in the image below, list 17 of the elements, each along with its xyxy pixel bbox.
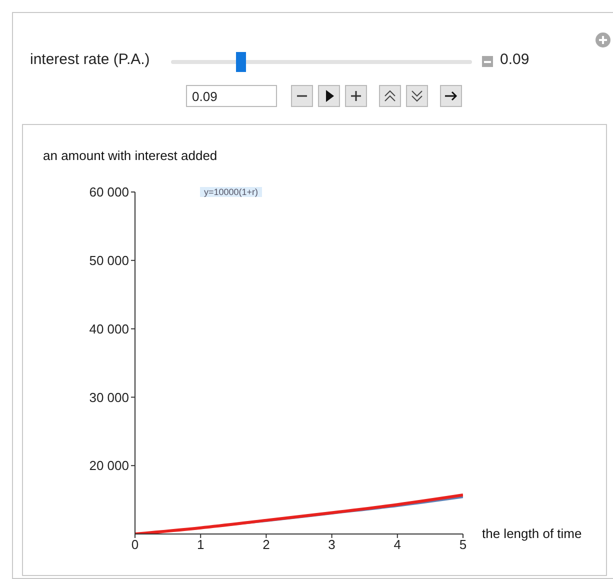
y-tick-label: 40 000	[89, 321, 129, 336]
y-axis-title: an amount with interest added	[43, 148, 218, 163]
y-tick-label: 60 000	[89, 184, 129, 200]
y-tick-label: 50 000	[89, 253, 129, 268]
y-tick-label: 30 000	[89, 390, 129, 405]
x-tick-label: 0	[131, 537, 139, 552]
x-axis-title: the length of time	[482, 526, 582, 541]
x-tick-label: 2	[262, 537, 270, 552]
text: 0.09	[500, 51, 530, 68]
x-tick-label: 1	[196, 537, 204, 552]
text: 0.09	[186, 85, 277, 107]
x-tick-label: 3	[328, 537, 336, 552]
text: interest rate (P.A.)	[30, 51, 150, 68]
y-tick-label: 20 000	[89, 458, 129, 474]
annotation: y=10000(1+r)	[200, 187, 262, 197]
x-tick-label: 5	[459, 537, 467, 552]
x-tick-label: 4	[394, 537, 402, 552]
